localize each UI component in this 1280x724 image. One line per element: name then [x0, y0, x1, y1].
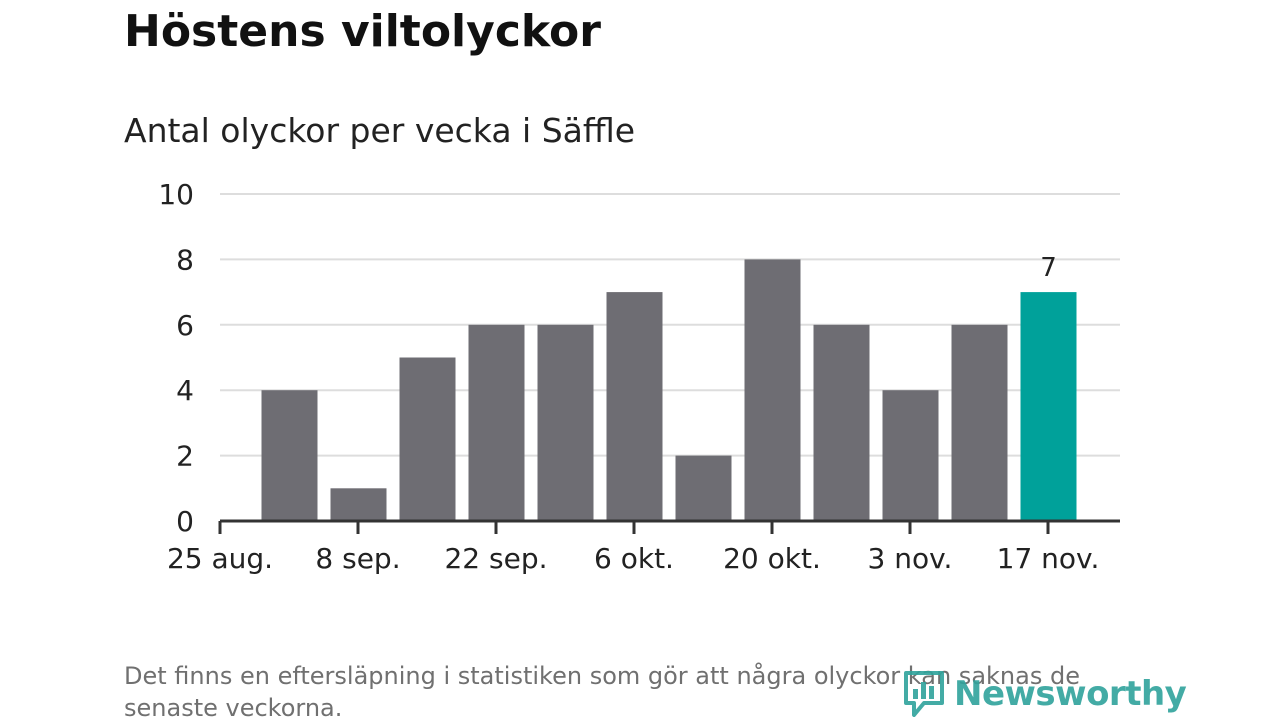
bar-6-okt	[606, 292, 663, 521]
logo-text: Newsworthy	[954, 674, 1187, 714]
bar-10-nov	[951, 324, 1008, 521]
bar-22-sep	[468, 324, 525, 521]
chart-title: Höstens viltolyckor	[124, 6, 601, 57]
newsworthy-logo: Newsworthy	[902, 668, 1187, 720]
bar-3-nov	[882, 390, 939, 521]
x-tick-label: 22 sep.	[444, 542, 547, 575]
y-tick-label: 10	[158, 178, 194, 211]
y-tick-label: 0	[176, 505, 194, 538]
x-tick-label: 20 okt.	[723, 542, 821, 575]
chart-subtitle: Antal olyckor per vecka i Säffle	[124, 111, 636, 150]
bar-1-sep	[261, 390, 318, 521]
bar-13-okt	[675, 455, 732, 521]
x-tick-label: 6 okt.	[594, 542, 674, 575]
bar-15-sep	[399, 357, 456, 521]
bar-29-sep	[537, 324, 594, 521]
bar-20-okt	[744, 259, 801, 521]
newsworthy-logo-icon	[904, 671, 944, 717]
data-label: 7	[1040, 253, 1057, 283]
footnote: Det finns en eftersläpning i statistiken…	[124, 662, 1080, 722]
x-tick-label: 3 nov.	[868, 542, 953, 575]
bar-27-okt	[813, 324, 870, 521]
bar-8-sep	[330, 488, 387, 521]
y-tick-label: 2	[176, 440, 194, 473]
x-tick-label: 25 aug.	[167, 542, 273, 575]
x-tick-label: 17 nov.	[997, 542, 1100, 575]
y-tick-label: 6	[176, 309, 194, 342]
bar-chart: 0 2 4 6 8 10 7 25 aug. 8 sep. 22 sep. 6 okt. 20 okt…	[158, 178, 1120, 575]
x-tick-label: 8 sep.	[315, 542, 400, 575]
y-tick-label: 8	[176, 243, 194, 276]
y-tick-label: 4	[176, 374, 194, 407]
bar-17-nov	[1020, 292, 1077, 521]
